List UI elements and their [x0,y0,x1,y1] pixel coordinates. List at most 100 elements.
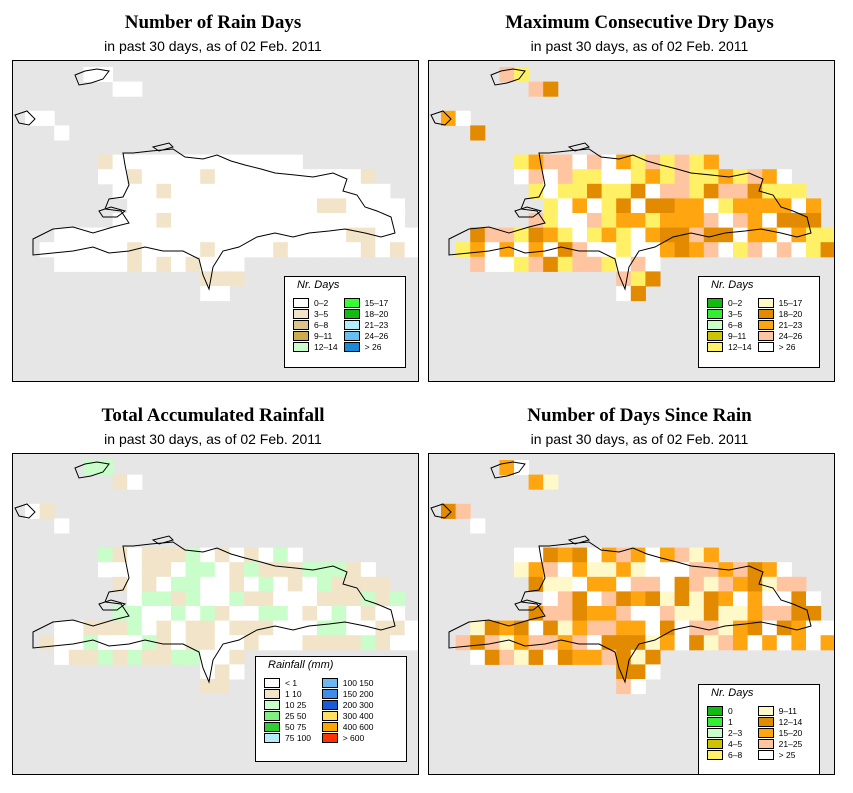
legend-item: 200 300 [321,699,373,710]
grid-cell [484,620,500,636]
grid-cell [331,183,347,199]
grid-cell [258,635,274,651]
legend-item: 0 [707,705,752,716]
grid-cell [185,562,201,578]
grid-cell [375,591,391,607]
grid-cell [98,635,114,651]
grid-cell [346,606,362,622]
grid-cell [244,154,260,170]
grid-cell [112,649,128,665]
grid-cell [98,169,114,185]
grid-cell [645,562,661,578]
grid-cell [660,154,676,170]
grid-cell [557,606,573,622]
grid-cell [200,679,216,695]
grid-cell [703,547,719,563]
grid-cell [455,242,471,258]
grid-cell [171,591,187,607]
grid-cell [331,242,347,258]
grid-cell [287,576,303,592]
grid-cell [229,256,245,272]
legend-swatch [343,330,360,341]
grid-cell [557,547,573,563]
grid-cell [112,169,128,185]
legend-swatch [343,319,360,330]
grid-cell [470,242,486,258]
grid-cell [346,635,362,651]
grid-cell [674,154,690,170]
grid-cell [244,606,260,622]
grid-cell [273,183,289,199]
grid-cell [630,576,646,592]
grid-cell [674,562,690,578]
grid-cell [514,635,530,651]
grid-cell [229,635,245,651]
legend-swatch [264,710,280,721]
grid-cell [543,227,559,243]
grid-cell [718,606,734,622]
grid-cell [214,562,230,578]
grid-cell [587,154,603,170]
grid-cell [514,562,530,578]
legend-swatch [707,297,723,308]
grid-cell [747,198,763,214]
panel-rain-days: Number of Rain Days in past 30 days, as … [0,0,426,390]
grid-cell [346,242,362,258]
grid-cell [156,591,172,607]
grid-cell [470,256,486,272]
grid-cell [331,635,347,651]
map-legend: Nr. Days 0–2 15–17 3–5 18–20 6–8 21–23 9–11 24–… [698,276,820,368]
legend-swatch [264,688,280,699]
grid-cell [98,562,114,578]
grid-cell [127,620,143,636]
grid-cell [689,169,705,185]
grid-cell [703,213,719,229]
legend-label: 3–5 [314,308,329,319]
grid-cell [791,242,807,258]
grid-cell [200,620,216,636]
legend-label: < 1 [285,677,298,688]
grid-cell [616,679,632,695]
legend-label: 24–26 [778,330,803,341]
grid-cell [68,649,84,665]
grid-cell [244,547,260,563]
grid-cell [390,213,406,229]
grid-cell [572,169,588,185]
grid-cell [171,169,187,185]
grid-cell [127,183,143,199]
legend-item: 150 200 [321,688,373,699]
grid-cell [112,242,128,258]
grid-cell [171,635,187,651]
grid-cell [674,198,690,214]
grid-cell [171,576,187,592]
grid-cell [806,198,822,214]
grid-cell [229,183,245,199]
grid-cell [83,649,99,665]
grid-cell [200,169,216,185]
grid-cell [214,256,230,272]
grid-cell [375,183,391,199]
grid-cell [703,576,719,592]
grid-cell [455,503,471,519]
legend-item: 3–5 [707,308,752,319]
legend-item: > 26 [343,341,389,352]
grid-cell [733,213,749,229]
grid-cell [484,635,500,651]
grid-cell [689,213,705,229]
legend-title: Nr. Days [711,687,754,699]
grid-cell [572,649,588,665]
grid-cell [499,635,515,651]
grid-cell [747,620,763,636]
grid-cell [572,547,588,563]
grid-cell [141,154,157,170]
grid-cell [127,591,143,607]
grid-cell [484,227,500,243]
grid-cell [156,649,172,665]
grid-cell [185,183,201,199]
legend-item: 21–23 [343,319,388,330]
grid-cell [528,649,544,665]
grid-cell [346,576,362,592]
grid-cell [703,635,719,651]
grid-cell [587,227,603,243]
grid-cell [317,576,333,592]
